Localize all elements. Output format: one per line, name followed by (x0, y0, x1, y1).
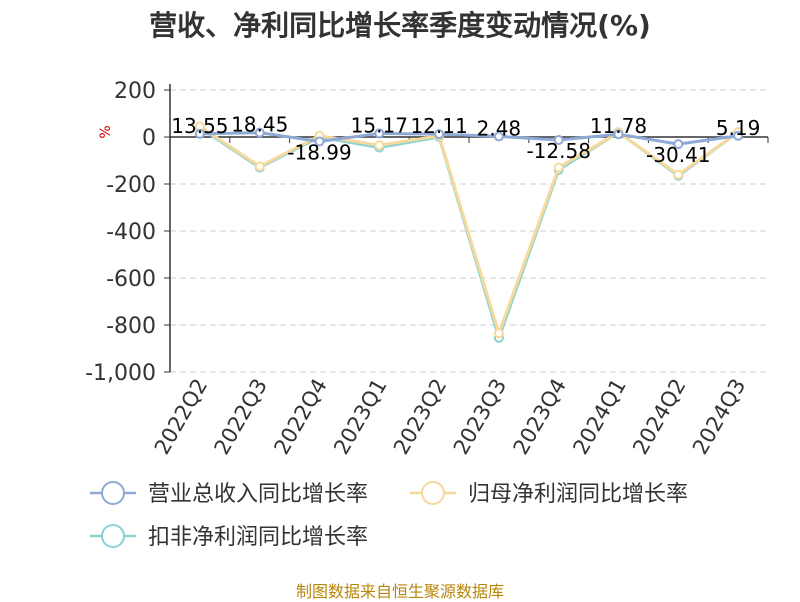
y-tick-label: 0 (142, 126, 156, 151)
data-point (314, 136, 325, 147)
series-line (199, 125, 739, 335)
y-tick-label: 200 (114, 79, 156, 104)
data-label: -30.41 (646, 143, 710, 167)
x-tick-label: 2023Q4 (509, 375, 571, 459)
data-label: -18.99 (287, 140, 351, 164)
data-label: 13.55 (171, 114, 228, 138)
data-point (254, 161, 265, 172)
series-line (199, 131, 739, 146)
y-tick-label: -400 (106, 220, 156, 245)
x-tick-label: 2022Q2 (150, 375, 212, 459)
legend-marker (101, 524, 125, 548)
data-label: 11.78 (590, 114, 647, 138)
x-tick-label: 2023Q1 (329, 375, 391, 459)
data-point (733, 130, 744, 141)
y-tick-label: -800 (106, 314, 156, 339)
data-label: 5.19 (716, 116, 761, 140)
data-point (254, 127, 265, 138)
data-point (374, 140, 385, 151)
data-point (374, 128, 385, 139)
x-tick-label: 2024Q1 (568, 375, 630, 459)
data-point (553, 162, 564, 173)
chart-title: 营收、净利同比增长率季度变动情况(%) (149, 9, 651, 42)
data-point (434, 129, 445, 140)
data-label: 15.17 (351, 113, 408, 137)
data-point (493, 328, 504, 339)
legend-marker (101, 481, 125, 505)
x-axis: 2022Q22022Q32022Q42023Q12023Q22023Q32023… (150, 136, 769, 459)
x-tick-label: 2022Q4 (269, 375, 331, 459)
data-point (194, 128, 205, 139)
data-point (673, 139, 684, 150)
y-tick-label: -200 (106, 173, 156, 198)
data-point (553, 134, 564, 145)
series-group (194, 121, 744, 343)
x-tick-label: 2023Q3 (449, 375, 511, 459)
data-label: -12.58 (526, 139, 590, 163)
x-tick-label: 2022Q3 (210, 375, 272, 459)
data-label: 12.11 (410, 114, 467, 138)
y-tick-label: -1,000 (85, 361, 156, 386)
data-point (493, 131, 504, 142)
legend-marker (421, 481, 445, 505)
y-axis-label: % (98, 125, 114, 138)
data-point (613, 129, 624, 140)
y-axis: 200 0 -200 -400 -600 -800 -1,000 (85, 79, 171, 386)
legend-label: 扣非净利润同比增长率 (148, 525, 368, 550)
data-label: 18.45 (231, 113, 288, 137)
source-note: 制图数据来自恒生聚源数据库 (295, 582, 504, 601)
legend-label: 营业总收入同比增长率 (148, 482, 368, 507)
y-tick-label: -600 (106, 267, 156, 292)
x-tick-label: 2024Q3 (688, 375, 750, 459)
data-point (673, 169, 684, 180)
legend-label: 归母净利润同比增长率 (468, 482, 688, 507)
data-label: 2.48 (477, 116, 522, 140)
x-tick-label: 2023Q2 (389, 374, 451, 458)
x-tick-label: 2024Q2 (628, 375, 690, 459)
